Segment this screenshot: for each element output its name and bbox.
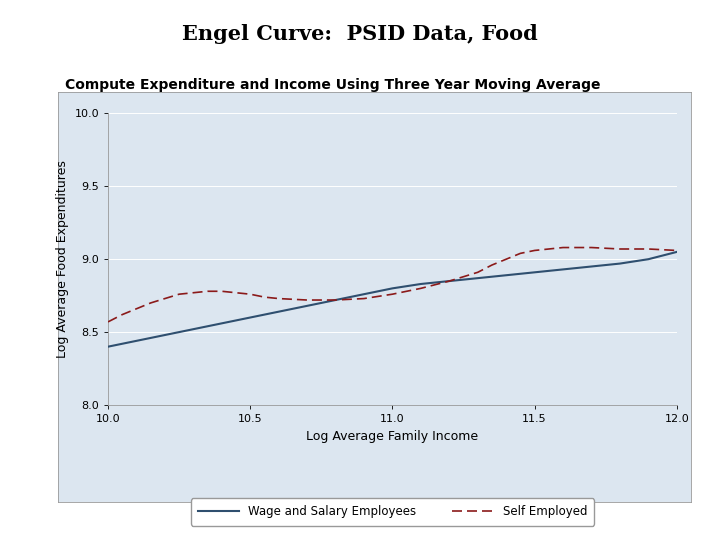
X-axis label: Log Average Family Income: Log Average Family Income: [306, 430, 479, 443]
Y-axis label: Log Average Food Expenditures: Log Average Food Expenditures: [55, 160, 69, 358]
Text: Engel Curve:  PSID Data, Food: Engel Curve: PSID Data, Food: [182, 24, 538, 44]
Text: Compute Expenditure and Income Using Three Year Moving Average: Compute Expenditure and Income Using Thr…: [65, 78, 600, 92]
Legend: Wage and Salary Employees, Self Employed: Wage and Salary Employees, Self Employed: [191, 498, 594, 525]
